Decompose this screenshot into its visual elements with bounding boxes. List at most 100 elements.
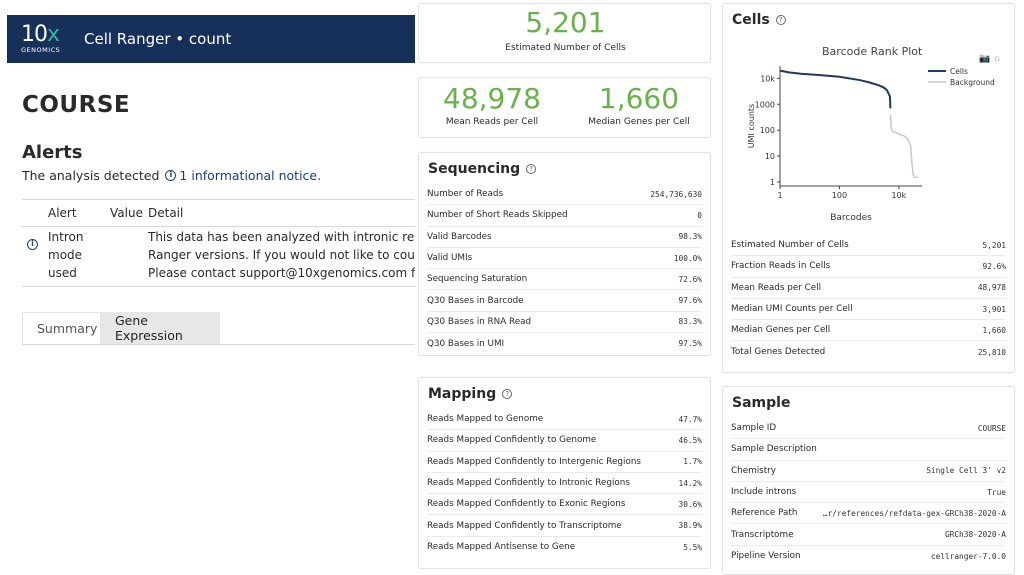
table-row: Number of Reads 254,736,630: [427, 184, 702, 206]
tab-bar: Summary Gene Expression: [22, 312, 415, 345]
informational-notice-link[interactable]: 1 informational notice.: [179, 168, 322, 183]
table-row: Q30 Bases in Barcode 97.6%: [427, 290, 702, 312]
metric-value: 38.9%: [678, 521, 702, 531]
table-row: Valid UMIs 100.0%: [427, 248, 702, 270]
help-icon[interactable]: ?: [502, 389, 513, 399]
cells-title: Cells ?: [732, 12, 786, 28]
mapping-title-text: Mapping: [428, 386, 497, 402]
alert-name: Intron mode used: [48, 228, 108, 282]
table-row: Pipeline Version cellranger-7.0.0: [731, 546, 1006, 567]
table-row: Reads Mapped to Genome 47.7%: [427, 409, 702, 431]
metric-label: Total Genes Detected: [731, 347, 826, 358]
help-icon[interactable]: ?: [775, 15, 786, 25]
x-tick-label: 100: [832, 191, 847, 200]
logo-sub-text: GENOMICS: [21, 46, 61, 55]
sequencing-title-text: Sequencing: [428, 161, 521, 177]
estimated-cells-card: 5,201 Estimated Number of Cells: [418, 3, 711, 63]
metric-value: …r/references/refdata-gex-GRCh38-2020-A: [822, 508, 1006, 518]
help-icon[interactable]: ?: [526, 164, 537, 174]
table-row: i Intron mode used This data has been an…: [22, 227, 415, 287]
metric-value: 5.5%: [683, 542, 702, 552]
column-header-value: Value: [110, 206, 143, 220]
alert-name-line: used: [48, 266, 77, 280]
metric-label: Include introns: [731, 487, 797, 498]
metric-label: Fraction Reads in Cells: [731, 261, 831, 272]
sample-rows: Sample ID COURSE Sample Description Chemist…: [731, 418, 1006, 567]
mapping-title: Mapping ?: [428, 386, 513, 402]
table-row: Median UMI Counts per Cell 3,901: [731, 299, 1006, 321]
metric-value: 98.3%: [678, 232, 702, 242]
metric-value: 100.0%: [673, 253, 702, 263]
logo-x-text: x: [47, 22, 60, 48]
barcode-rank-plot[interactable]: 1 10 100 1000 10k 1 100 10k Barcodes UMI counts Ce…: [724, 60, 1014, 230]
table-row: Fraction Reads in Cells 92.6%: [731, 256, 1006, 278]
metric-label: Median Genes per Cell: [731, 325, 831, 336]
metric-value: 14.2%: [678, 478, 702, 488]
metric-value: 92.6%: [982, 261, 1006, 271]
table-row: Reads Mapped Confidently to Intergenic R…: [427, 452, 702, 473]
y-tick-label: 10k: [760, 74, 775, 83]
table-row: Sequencing Saturation 72.6%: [427, 269, 702, 291]
metric-label: Number of Short Reads Skipped: [427, 210, 568, 221]
tab-gene-expression[interactable]: Gene Expression: [101, 312, 220, 344]
tab-summary[interactable]: Summary: [22, 312, 101, 344]
metric-label: Mean Reads per Cell: [731, 282, 822, 293]
metric-label: Reads Mapped to Genome: [427, 414, 544, 425]
table-row: Chemistry Single Cell 3' v2: [731, 461, 1006, 482]
metric-value: cellranger-7.0.0: [930, 551, 1006, 561]
table-row: Reference Path …r/references/refdata-gex-…: [731, 503, 1006, 525]
metric-value: COURSE: [977, 423, 1006, 433]
home-icon[interactable]: ⌂: [994, 54, 1000, 64]
alert-detail-line: Ranger versions. If you would not like t…: [148, 248, 415, 262]
metric-label: Reads Mapped Confidently to Transcriptom…: [427, 520, 622, 531]
metric-value: 25,810: [977, 347, 1006, 357]
metric-label: Median UMI Counts per Cell: [731, 304, 853, 315]
y-tick-label: 100: [760, 126, 775, 135]
table-row: Reads Mapped Confidently to Intronic Reg…: [427, 473, 702, 495]
mapping-card: Mapping ? Reads Mapped to Genome 47.7% Rea…: [418, 377, 711, 569]
table-row: Transcriptome GRCh38-2020-A: [731, 524, 1006, 546]
metric-value: 47.7%: [678, 414, 702, 424]
metric-label: Q30 Bases in Barcode: [427, 295, 524, 306]
series-line-background: [889, 114, 919, 179]
sample-title: Sample: [732, 395, 790, 411]
metric-label: Sequencing Saturation: [427, 274, 528, 285]
plot-toolbar: 📷 ⌂: [979, 54, 1000, 64]
alert-detail-line: Please contact support@10xgenomics.com f…: [148, 266, 415, 280]
metric-label: Pipeline Version: [731, 551, 801, 562]
metric-label: Reads Mapped Confidently to Exonic Regio…: [427, 499, 626, 510]
metric-value: 3,901: [982, 304, 1006, 314]
10x-genomics-logo: 10x GENOMICS: [21, 24, 65, 54]
metric-value: 72.6%: [678, 274, 702, 284]
table-row: Reads Mapped Confidently to Exonic Regio…: [427, 494, 702, 516]
y-axis-label: UMI counts: [747, 104, 756, 148]
sequencing-rows: Number of Reads 254,736,630 Number of Shor…: [427, 184, 702, 354]
metric-label: Reference Path: [731, 508, 798, 519]
metric-value: True: [987, 487, 1006, 497]
app-title: Cell Ranger • count: [84, 30, 232, 48]
table-row: Number of Short Reads Skipped 0: [427, 205, 702, 227]
sample-name-heading: COURSE: [22, 92, 131, 118]
alerts-heading: Alerts: [22, 142, 83, 163]
reads-genes-card: 48,978 Mean Reads per Cell 1,660 Median …: [418, 77, 711, 138]
mean-reads-value: 48,978: [443, 82, 541, 115]
camera-icon[interactable]: 📷: [979, 54, 991, 64]
legend-label: Background: [950, 78, 995, 87]
alert-detail-line: This data has been analyzed with introni…: [148, 230, 415, 244]
metric-value: 1.7%: [683, 457, 702, 467]
metric-label: Estimated Number of Cells: [731, 240, 849, 251]
table-row: Valid Barcodes 98.3%: [427, 227, 702, 248]
table-row: Sample Description: [731, 439, 1006, 461]
table-row: Total Genes Detected 25,810: [731, 341, 1006, 362]
metric-label: Valid Barcodes: [427, 231, 492, 242]
metric-value: GRCh38-2020-A: [944, 530, 1006, 540]
alerts-summary: The analysis detected i 1 informational …: [22, 168, 321, 183]
column-header-alert: Alert: [48, 206, 77, 220]
chart-title: Barcode Rank Plot: [822, 45, 923, 58]
table-row: Reads Mapped Antisense to Gene 5.5%: [427, 537, 702, 558]
estimated-cells-label: Estimated Number of Cells: [505, 43, 626, 53]
logo-main-text: 10: [21, 22, 48, 48]
sequencing-title: Sequencing ?: [428, 161, 537, 177]
metric-label: Transcriptome: [731, 529, 794, 540]
info-icon: i: [27, 239, 38, 250]
